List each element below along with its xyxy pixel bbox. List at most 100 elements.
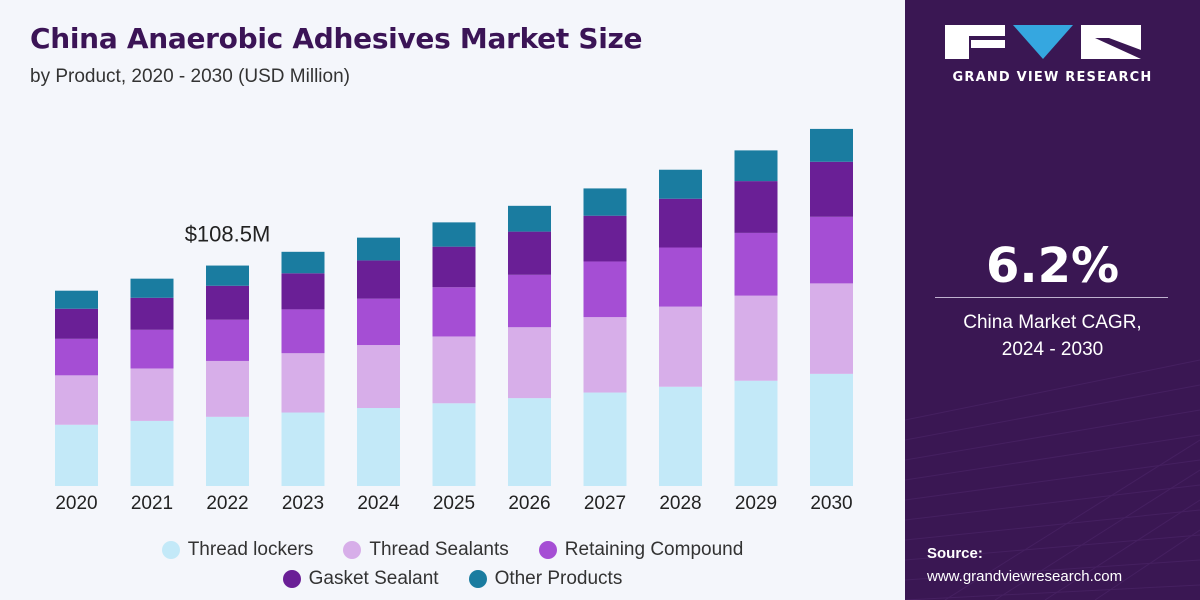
bar-segment-2022-retaining-compound <box>206 319 249 361</box>
bar-segment-2029-thread-lockers <box>734 380 778 486</box>
bar-segment-2022-other-products <box>206 265 249 286</box>
x-tick-label: 2030 <box>810 493 852 514</box>
bar-segment-2023-retaining-compound <box>281 309 325 354</box>
brand-name: GRAND VIEW RESEARCH <box>952 70 1153 85</box>
bar-segment-2023-other-products <box>281 251 325 274</box>
legend-swatch-icon <box>468 569 487 588</box>
x-tick-label: 2020 <box>55 493 97 514</box>
bar-segment-2024-other-products <box>357 237 400 261</box>
bar-segment-2030-gasket-sealant <box>810 161 853 217</box>
bar-segment-2023-gasket-sealant <box>281 273 325 310</box>
bar-segment-2030-other-products <box>810 128 853 162</box>
bar-segment-2026-other-products <box>508 205 551 232</box>
bar-segment-2020-thread-lockers <box>55 424 98 486</box>
legend-swatch-icon <box>161 540 180 559</box>
legend-row: Thread lockers Thread Sealants Retaining C… <box>0 535 905 564</box>
divider <box>935 297 1168 298</box>
bar-segment-2027-retaining-compound <box>583 261 627 318</box>
bar-segment-2027-thread-lockers <box>583 392 627 486</box>
bar-segment-2025-thread-sealants <box>432 336 476 404</box>
bar-segment-2028-retaining-compound <box>659 247 702 307</box>
grand-view-research-logo-icon <box>945 25 1141 59</box>
bar-segment-2021-thread-sealants <box>130 368 174 421</box>
legend-label: Thread Sealants <box>369 538 509 560</box>
bar-segment-2028-thread-sealants <box>659 306 702 387</box>
bar-segment-2026-gasket-sealant <box>508 231 551 275</box>
bar-segment-2026-thread-lockers <box>508 398 551 486</box>
bar-segment-2024-retaining-compound <box>357 298 400 346</box>
bar-segment-2029-thread-sealants <box>734 295 778 381</box>
legend-label: Thread lockers <box>187 538 314 560</box>
legend-item-other-products: Other Products <box>468 567 623 590</box>
bar-segment-2022-thread-lockers <box>206 416 249 486</box>
legend-swatch-icon <box>282 569 301 588</box>
legend-swatch-icon <box>538 540 557 559</box>
bar-segment-2028-other-products <box>659 169 702 199</box>
legend-item-retaining-compound: Retaining Compound <box>538 538 744 561</box>
legend-label: Gasket Sealant <box>308 567 439 589</box>
x-tick-label: 2028 <box>659 493 701 514</box>
cagr-value: 6.2% <box>985 238 1120 294</box>
x-tick-label: 2029 <box>735 493 777 514</box>
bar-segment-2030-thread-sealants <box>810 283 853 374</box>
bar-segment-2020-other-products <box>55 290 98 309</box>
bar-segment-2027-gasket-sealant <box>583 215 627 262</box>
cagr-label-line2: 2024 - 2030 <box>1001 339 1104 360</box>
bar-segment-2023-thread-lockers <box>281 412 325 486</box>
data-label-annotation: $108.5M <box>185 222 271 247</box>
bar-segment-2025-gasket-sealant <box>432 246 476 288</box>
bar-segment-2025-thread-lockers <box>432 403 476 486</box>
bar-segment-2027-thread-sealants <box>583 317 627 393</box>
bar-segment-2026-retaining-compound <box>508 274 551 328</box>
bar-segment-2023-thread-sealants <box>281 353 325 413</box>
stacked-bar-chart: 2020 2021 2022 $108.5M 2023 2024 2025 2026 2027 2… <box>55 128 853 514</box>
legend-label: Retaining Compound <box>564 538 744 560</box>
chart-legend: Thread lockers Thread Sealants Retaining C… <box>0 535 905 593</box>
bar-segment-2021-retaining-compound <box>130 329 174 369</box>
x-tick-label: 2022 <box>206 493 248 514</box>
bar-segment-2021-gasket-sealant <box>130 297 174 330</box>
background-texture <box>905 359 1200 600</box>
x-tick-label: 2021 <box>131 493 173 514</box>
source-label: Source: <box>927 545 983 562</box>
cagr-label-line1: China Market CAGR, <box>963 312 1142 333</box>
legend-label: Other Products <box>494 567 623 589</box>
bar-segment-2021-thread-lockers <box>130 420 174 486</box>
legend-item-gasket-sealant: Gasket Sealant <box>282 567 439 590</box>
bar-segment-2024-gasket-sealant <box>357 260 400 299</box>
bar-segment-2030-retaining-compound <box>810 216 853 284</box>
x-tick-label: 2026 <box>508 493 550 514</box>
legend-item-thread-sealants: Thread Sealants <box>343 538 509 561</box>
bar-segment-2024-thread-lockers <box>357 408 400 486</box>
bar-segment-2029-gasket-sealant <box>734 181 778 233</box>
cagr-label: China Market CAGR, 2024 - 2030 <box>905 309 1200 363</box>
chart-panel: China Anaerobic Adhesives Market Size by… <box>0 22 905 593</box>
legend-item-thread-lockers: Thread lockers <box>161 538 314 561</box>
x-tick-label: 2025 <box>433 493 475 514</box>
chart-title: China Anaerobic Adhesives Market Size <box>30 22 643 55</box>
info-panel: GRAND VIEW RESEARCH 6.2% China Market CA… <box>905 0 1200 600</box>
bar-segment-2029-other-products <box>734 150 778 182</box>
bar-segment-2028-thread-lockers <box>659 386 702 486</box>
bar-segment-2022-thread-sealants <box>206 360 249 417</box>
bar-segment-2025-retaining-compound <box>432 287 476 337</box>
bar-segment-2022-gasket-sealant <box>206 285 249 320</box>
bar-segment-2020-gasket-sealant <box>55 308 98 339</box>
bar-segment-2029-retaining-compound <box>734 232 778 296</box>
bar-segment-2028-gasket-sealant <box>659 198 702 248</box>
bar-segment-2030-thread-lockers <box>810 373 853 486</box>
x-tick-label: 2024 <box>357 493 400 514</box>
legend-swatch-icon <box>343 540 362 559</box>
legend-row: Gasket Sealant Other Products <box>0 564 905 593</box>
bar-segment-2021-other-products <box>130 278 174 298</box>
bar-segment-2020-retaining-compound <box>55 338 98 376</box>
bar-segment-2025-other-products <box>432 222 476 247</box>
bar-segment-2027-other-products <box>583 188 627 216</box>
x-tick-label: 2027 <box>584 493 626 514</box>
bar-segment-2026-thread-sealants <box>508 327 551 399</box>
bar-segment-2020-thread-sealants <box>55 375 98 425</box>
source-link[interactable]: www.grandviewresearch.com <box>927 568 1123 585</box>
x-tick-label: 2023 <box>282 493 324 514</box>
bar-segment-2024-thread-sealants <box>357 345 400 409</box>
